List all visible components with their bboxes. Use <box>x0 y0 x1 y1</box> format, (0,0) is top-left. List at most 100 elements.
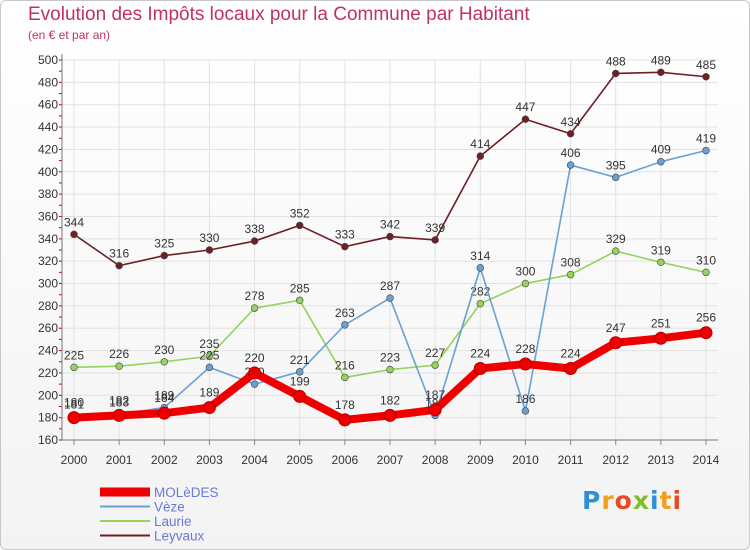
data-label: 409 <box>651 143 671 157</box>
y-tick-label: 220 <box>38 366 58 380</box>
y-tick-label: 280 <box>38 299 58 313</box>
x-tick-label: 2000 <box>61 453 88 467</box>
data-label: 186 <box>515 392 535 406</box>
data-point <box>338 413 352 427</box>
data-point <box>70 363 78 372</box>
data-label: 330 <box>199 231 219 245</box>
data-point <box>157 406 171 420</box>
data-point <box>612 173 620 182</box>
y-tick-label: 160 <box>38 433 58 447</box>
data-label: 342 <box>380 218 400 232</box>
data-point <box>205 246 214 254</box>
data-label: 263 <box>335 306 355 320</box>
y-tick-label: 260 <box>38 321 58 335</box>
legend-label: MOLèDES <box>154 485 219 500</box>
data-label: 338 <box>245 222 265 236</box>
data-label: 189 <box>199 386 219 400</box>
x-tick-label: 2012 <box>602 453 629 467</box>
data-label: 184 <box>154 391 174 405</box>
data-label: 216 <box>335 358 355 372</box>
y-tick-label: 200 <box>38 388 58 402</box>
data-point <box>518 357 532 371</box>
data-point <box>702 146 710 155</box>
y-tick-label: 300 <box>38 277 58 291</box>
data-label: 183 <box>109 395 129 409</box>
data-label: 225 <box>64 348 84 362</box>
proxiti-logo: Proxiti <box>582 486 683 515</box>
data-point <box>205 363 214 372</box>
data-point <box>115 261 123 270</box>
data-point <box>296 296 304 304</box>
data-label: 178 <box>335 398 355 412</box>
x-tick-label: 2008 <box>422 453 449 467</box>
data-point <box>612 247 620 255</box>
data-point <box>428 403 442 417</box>
x-tick-label: 2004 <box>241 453 268 467</box>
data-label: 187 <box>425 388 445 402</box>
data-point <box>521 115 530 123</box>
y-tick-label: 240 <box>38 344 58 358</box>
data-label: 224 <box>561 346 581 360</box>
data-label: 414 <box>470 137 490 151</box>
data-point <box>431 236 439 244</box>
x-tick-label: 2006 <box>332 453 359 467</box>
data-label: 325 <box>154 237 174 251</box>
data-label: 256 <box>696 311 716 325</box>
chart-title: Evolution des Impôts locaux pour la Comm… <box>28 4 530 25</box>
data-point <box>293 389 307 403</box>
data-point <box>383 408 397 422</box>
data-label: 235 <box>199 337 219 351</box>
data-label: 434 <box>561 115 581 129</box>
data-label: 180 <box>64 396 84 410</box>
x-tick-label: 2013 <box>648 453 675 467</box>
data-label: 395 <box>606 158 626 172</box>
data-label: 406 <box>561 146 581 160</box>
data-point <box>521 279 530 288</box>
data-label: 224 <box>470 346 490 360</box>
chart-subtitle: (en € et par an) <box>28 28 111 42</box>
data-label: 221 <box>290 353 310 367</box>
data-label: 182 <box>109 393 129 407</box>
data-label: 226 <box>109 347 129 361</box>
data-label: 199 <box>290 374 310 388</box>
data-point <box>386 365 394 374</box>
data-point <box>521 407 530 415</box>
data-point <box>654 331 668 345</box>
x-tick-label: 2007 <box>377 453 404 467</box>
data-point <box>160 251 168 260</box>
data-label: 308 <box>561 256 581 270</box>
x-tick-label: 2002 <box>151 453 178 467</box>
x-tick-label: 2010 <box>512 453 539 467</box>
data-point <box>657 258 665 266</box>
x-tick-label: 2001 <box>106 453 133 467</box>
y-tick-label: 180 <box>38 411 58 425</box>
data-point <box>702 73 710 81</box>
data-label: 316 <box>109 247 129 261</box>
legend-label: Vèze <box>154 500 185 515</box>
data-point <box>341 321 349 329</box>
data-point <box>431 361 439 369</box>
x-tick-label: 2011 <box>558 453 584 467</box>
data-point <box>250 380 259 388</box>
data-point <box>67 411 81 425</box>
data-label: 419 <box>696 132 716 146</box>
data-label: 225 <box>199 348 219 362</box>
data-point <box>386 294 394 302</box>
y-tick-label: 380 <box>38 187 58 201</box>
data-label: 329 <box>606 232 626 246</box>
data-label: 344 <box>64 215 84 229</box>
data-point <box>70 230 78 239</box>
data-point <box>566 130 575 138</box>
data-point <box>341 373 349 382</box>
data-point <box>566 270 575 279</box>
data-point <box>115 362 123 370</box>
data-label: 182 <box>380 393 400 407</box>
data-label: 230 <box>154 343 174 357</box>
data-label: 339 <box>425 221 445 235</box>
data-label: 485 <box>696 58 716 72</box>
legend-label: Laurie <box>154 514 192 529</box>
x-tick-label: 2014 <box>693 453 720 467</box>
y-tick-label: 500 <box>38 53 58 67</box>
data-point <box>699 326 713 340</box>
